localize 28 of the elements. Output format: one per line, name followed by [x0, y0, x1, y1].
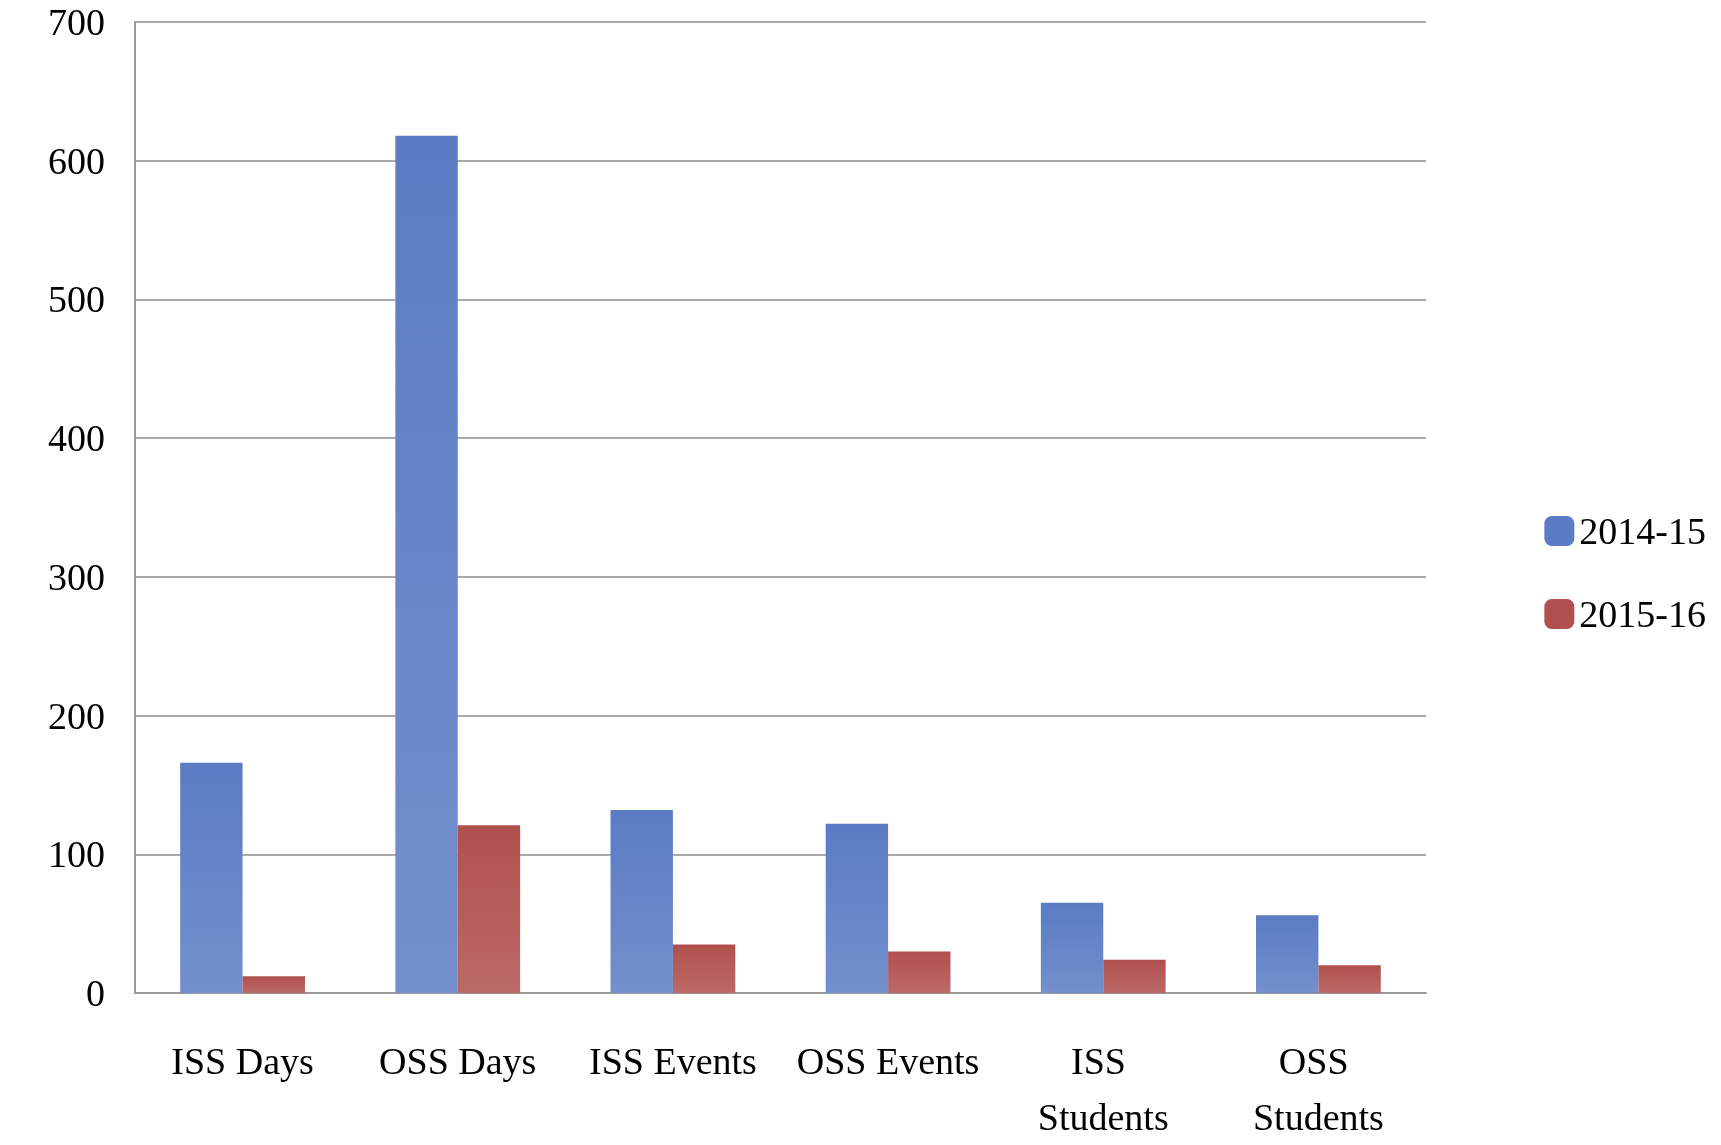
legend-label: 2014-15 — [1579, 510, 1706, 552]
bar — [825, 823, 889, 993]
y-tick-label: 600 — [48, 139, 105, 182]
y-tick-label: 300 — [48, 555, 105, 598]
bar — [1318, 965, 1381, 993]
y-tick-label: 200 — [48, 694, 105, 737]
bar — [672, 944, 736, 993]
y-tick-label: 500 — [48, 278, 105, 321]
x-tick-label: ISS Days — [171, 1040, 314, 1082]
x-tick-label: OSS Days — [379, 1040, 537, 1082]
bar — [457, 825, 521, 993]
y-tick-label: 0 — [86, 972, 105, 1014]
bar — [395, 135, 458, 993]
bar — [1256, 915, 1319, 993]
x-tick-label: OSS Students — [1252, 1040, 1384, 1138]
bar — [610, 809, 673, 993]
y-tick-label: 100 — [48, 833, 105, 876]
bar — [1103, 959, 1166, 993]
x-tick-label: ISS Students — [1037, 1040, 1169, 1138]
bar — [1040, 902, 1104, 993]
bar — [888, 951, 951, 993]
x-tick-label: OSS Events — [796, 1040, 980, 1082]
x-tick-label: ISS Events — [588, 1040, 757, 1082]
y-tick-label: 700 — [48, 1, 105, 43]
bar — [180, 762, 243, 993]
y-tick-label: 400 — [48, 417, 105, 460]
legend-label: 2015-16 — [1579, 593, 1706, 635]
bar — [242, 976, 305, 993]
